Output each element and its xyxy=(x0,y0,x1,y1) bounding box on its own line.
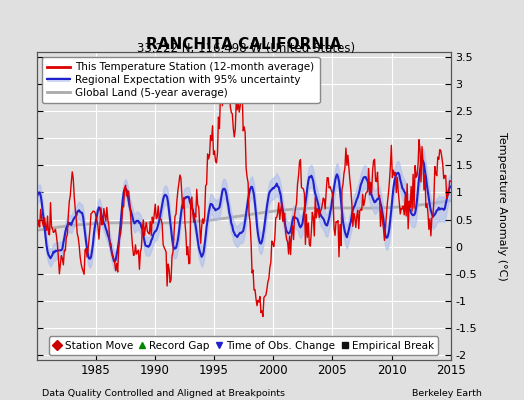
Y-axis label: Temperature Anomaly (°C): Temperature Anomaly (°C) xyxy=(497,132,507,280)
Title: RANCHITA CALIFORNIA: RANCHITA CALIFORNIA xyxy=(146,37,342,52)
Legend: Station Move, Record Gap, Time of Obs. Change, Empirical Break: Station Move, Record Gap, Time of Obs. C… xyxy=(49,336,439,355)
Text: Data Quality Controlled and Aligned at Breakpoints: Data Quality Controlled and Aligned at B… xyxy=(42,389,285,398)
Text: 33.222 N, 116.498 W (United States): 33.222 N, 116.498 W (United States) xyxy=(137,42,355,55)
Text: Berkeley Earth: Berkeley Earth xyxy=(412,389,482,398)
